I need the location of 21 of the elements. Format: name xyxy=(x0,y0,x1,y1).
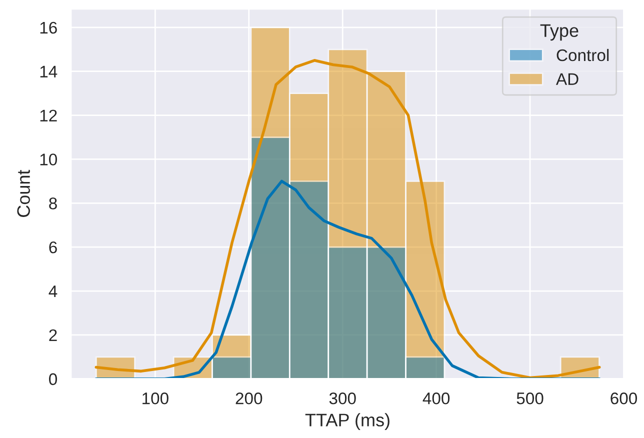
legend-title: Type xyxy=(540,24,578,41)
line-series xyxy=(94,180,601,379)
x-tick-label: 600 xyxy=(610,392,637,404)
y-tick-label: 10 xyxy=(40,154,57,166)
legend-label: AD xyxy=(556,73,578,85)
x-tick-label: 100 xyxy=(142,392,168,404)
y-tick-label: 4 xyxy=(48,286,58,298)
y-tick-label: 0 xyxy=(49,373,57,386)
x-tick-label: 500 xyxy=(516,392,544,404)
x-tick-label: 300 xyxy=(329,392,356,404)
y-tick-label: 16 xyxy=(40,22,57,34)
y-axis-title: Count xyxy=(17,170,30,217)
legend-label: Control xyxy=(556,48,609,62)
x-tick-label: 400 xyxy=(422,392,450,404)
y-tick-label: 8 xyxy=(49,198,57,210)
x-tick-label: 200 xyxy=(236,392,262,404)
y-tick-label: 14 xyxy=(40,66,58,78)
y-tick-label: 6 xyxy=(49,241,57,254)
y-tick-label: 12 xyxy=(40,110,57,122)
x-axis-title: TTAP (ms) xyxy=(305,413,390,430)
y-tick-label: 2 xyxy=(49,329,57,341)
